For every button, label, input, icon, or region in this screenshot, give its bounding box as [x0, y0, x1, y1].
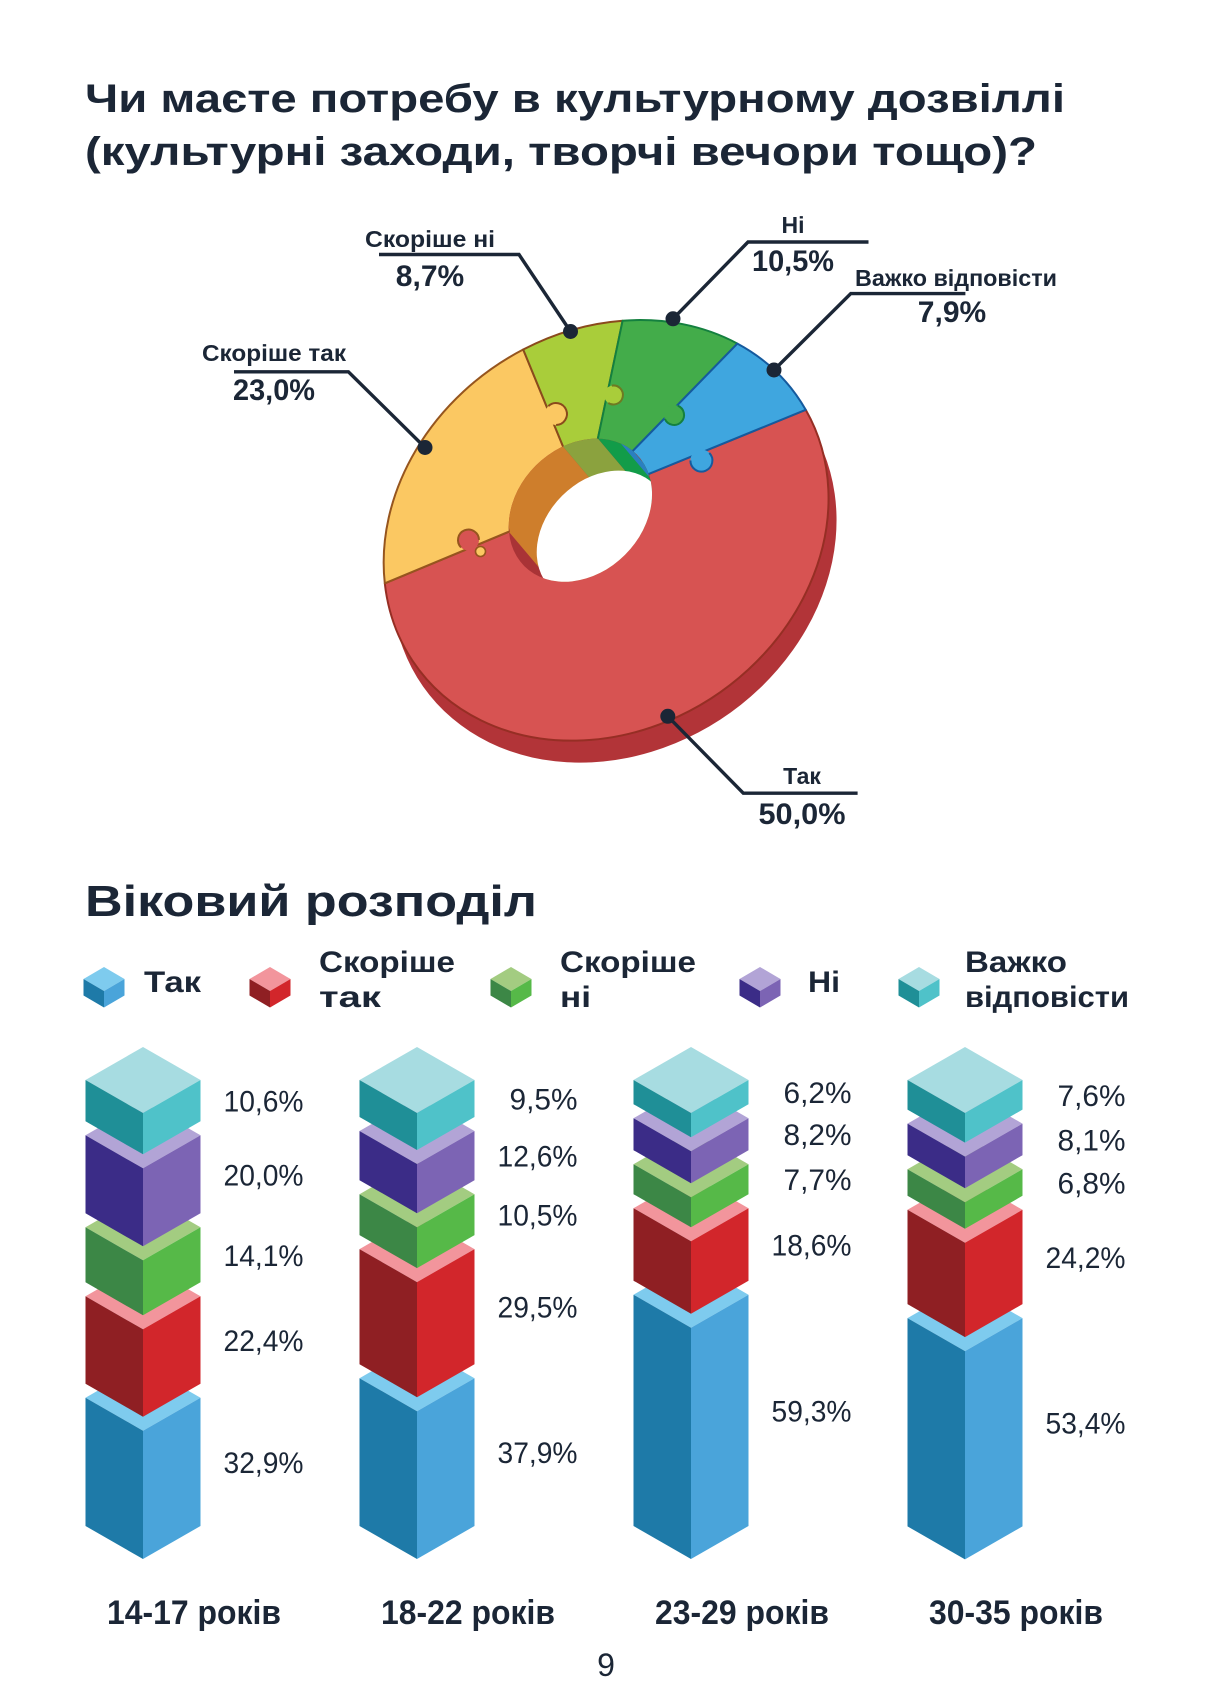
svg-text:Скоріше ні: Скоріше ні: [365, 226, 495, 252]
svg-text:8,2%: 8,2%: [784, 1119, 852, 1152]
svg-text:Чи маєте потребу в культурному: Чи маєте потребу в культурному дозвіллі: [85, 77, 1065, 121]
svg-text:Важко відповісти: Важко відповісти: [855, 265, 1057, 291]
svg-text:10,6%: 10,6%: [224, 1086, 304, 1119]
svg-text:10,5%: 10,5%: [498, 1200, 578, 1233]
svg-text:Важко: Важко: [965, 946, 1067, 979]
svg-text:Так: Так: [783, 763, 821, 789]
svg-text:Скоріше: Скоріше: [319, 946, 455, 979]
svg-text:7,7%: 7,7%: [784, 1164, 852, 1197]
svg-text:так: так: [319, 981, 382, 1014]
svg-text:відповісти: відповісти: [965, 981, 1129, 1014]
svg-text:14-17 років: 14-17 років: [107, 1594, 281, 1632]
svg-text:23,0%: 23,0%: [233, 374, 315, 407]
svg-text:14,1%: 14,1%: [224, 1240, 304, 1273]
svg-text:9: 9: [597, 1647, 615, 1683]
svg-text:Ні: Ні: [808, 966, 840, 999]
svg-text:Скоріше так: Скоріше так: [202, 340, 347, 366]
svg-text:29,5%: 29,5%: [498, 1292, 578, 1325]
svg-text:22,4%: 22,4%: [224, 1325, 304, 1358]
svg-text:37,9%: 37,9%: [498, 1437, 578, 1470]
svg-text:12,6%: 12,6%: [498, 1141, 578, 1174]
svg-text:6,8%: 6,8%: [1058, 1168, 1126, 1201]
svg-text:8,1%: 8,1%: [1058, 1124, 1126, 1157]
svg-text:9,5%: 9,5%: [510, 1084, 578, 1117]
svg-text:Віковий розподіл: Віковий розподіл: [85, 877, 537, 926]
svg-text:7,9%: 7,9%: [918, 296, 986, 329]
svg-text:Скоріше: Скоріше: [560, 946, 696, 979]
svg-text:32,9%: 32,9%: [224, 1447, 304, 1480]
svg-text:18,6%: 18,6%: [772, 1230, 852, 1263]
svg-text:59,3%: 59,3%: [772, 1395, 852, 1428]
svg-text:23-29 років: 23-29 років: [655, 1594, 829, 1632]
svg-text:50,0%: 50,0%: [759, 798, 846, 831]
svg-text:ні: ні: [560, 981, 591, 1014]
svg-text:30-35 років: 30-35 років: [929, 1594, 1103, 1632]
svg-text:(культурні заходи, творчі вечо: (культурні заходи, творчі вечори тощо)?: [85, 130, 1037, 174]
svg-text:24,2%: 24,2%: [1046, 1242, 1126, 1275]
svg-text:Ні: Ні: [782, 212, 805, 238]
svg-text:10,5%: 10,5%: [752, 245, 834, 278]
svg-text:20,0%: 20,0%: [224, 1159, 304, 1192]
svg-text:6,2%: 6,2%: [784, 1077, 852, 1110]
svg-text:8,7%: 8,7%: [396, 260, 464, 293]
svg-text:7,6%: 7,6%: [1058, 1080, 1126, 1113]
svg-text:18-22 років: 18-22 років: [381, 1594, 555, 1632]
svg-text:Так: Так: [144, 966, 202, 999]
svg-text:53,4%: 53,4%: [1046, 1407, 1126, 1440]
